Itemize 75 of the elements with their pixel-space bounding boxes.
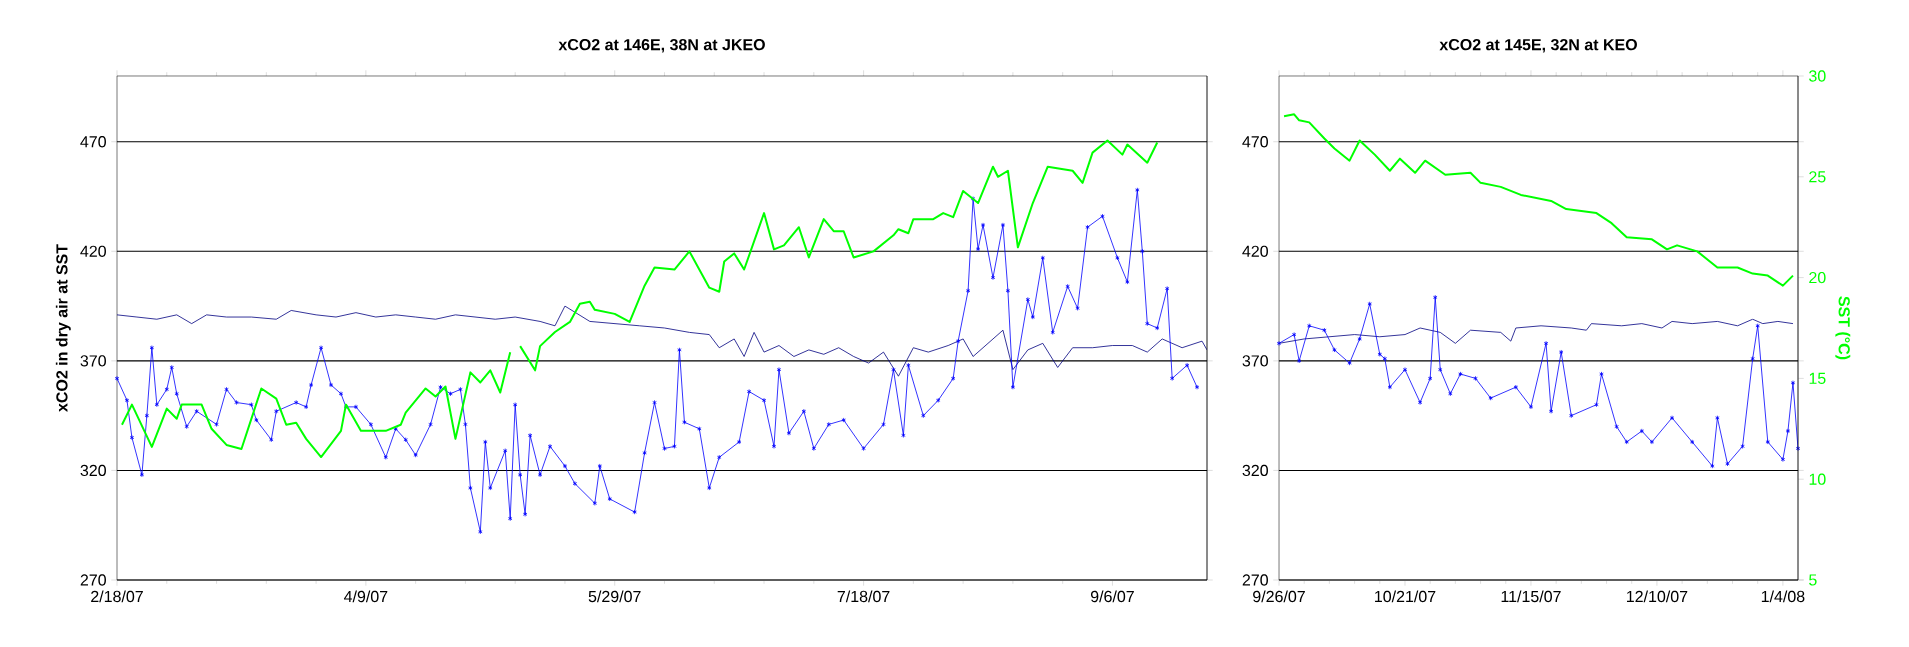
x-tick-label: 4/9/07 [344, 590, 388, 603]
point [1569, 413, 1574, 419]
y2-tick-label: 20 [1809, 271, 1826, 284]
y2-tick-label: 15 [1809, 372, 1826, 384]
point [1689, 439, 1695, 445]
point [1669, 415, 1675, 421]
y2-tick-label: 30 [1809, 70, 1826, 82]
y-tick-label: 370 [80, 355, 106, 367]
x-tick-label: 1/4/08 [1761, 590, 1805, 603]
y-tick-label: 470 [80, 136, 106, 148]
x-tick-label: 11/15/07 [1501, 590, 1561, 603]
point [1513, 384, 1519, 390]
x-tick-label: 5/29/07 [588, 590, 641, 603]
point [1488, 395, 1493, 401]
point [1599, 371, 1604, 377]
line-series [1283, 113, 1794, 287]
point [1594, 402, 1599, 408]
y-axis-title: xCO2 in dry air at SST [55, 244, 71, 412]
chart-title: xCO2 at 146E, 38N at JKEO [558, 38, 765, 53]
point [1458, 371, 1463, 377]
point [1382, 356, 1388, 362]
point [1332, 347, 1337, 353]
point [1448, 391, 1453, 397]
y-tick-label: 320 [80, 464, 106, 477]
x-tick-label: 9/6/07 [1090, 590, 1134, 603]
point [1543, 340, 1549, 346]
point [1432, 294, 1438, 300]
point [1740, 443, 1745, 449]
point [1387, 384, 1393, 390]
point [1322, 327, 1327, 333]
x-tick-label: 9/26/07 [1253, 590, 1305, 603]
point [1427, 375, 1433, 381]
point [1367, 301, 1372, 307]
point [1785, 428, 1791, 434]
point [1296, 358, 1302, 364]
point [1473, 375, 1478, 381]
point [1528, 404, 1534, 410]
y-tick-label: 270 [80, 574, 106, 586]
point [1614, 424, 1619, 430]
point [1377, 351, 1383, 357]
y2-tick-label: 25 [1809, 171, 1826, 183]
point [1725, 461, 1730, 467]
x-tick-label: 12/10/07 [1627, 590, 1688, 603]
point [1347, 360, 1352, 366]
point [1780, 456, 1786, 463]
y-tick-label: 370 [1242, 355, 1268, 367]
point [1548, 408, 1554, 414]
point [1710, 463, 1715, 469]
point [1715, 415, 1720, 421]
point [1291, 332, 1297, 338]
y-tick-label: 470 [1242, 136, 1268, 148]
x-tick-label: 2/18/07 [91, 590, 143, 603]
y-tick-label: 420 [80, 245, 106, 257]
x-tick-label: 10/21/07 [1375, 590, 1436, 603]
y2-axis-title: SST (°C) [1835, 296, 1851, 360]
point [1402, 367, 1408, 373]
chart-title: xCO2 at 145E, 32N at KEO [1439, 38, 1637, 53]
x-tick-label: 7/18/07 [837, 590, 890, 603]
point [1639, 428, 1645, 434]
point [1417, 399, 1423, 406]
point [1307, 323, 1312, 329]
y-tick-label: 320 [1242, 464, 1268, 477]
point [1755, 323, 1760, 329]
point [1750, 356, 1755, 362]
point [1624, 439, 1629, 445]
point [1790, 380, 1796, 386]
point [1357, 336, 1362, 342]
point [1765, 439, 1771, 445]
point [1558, 349, 1564, 355]
point [1649, 439, 1655, 445]
y2-tick-label: 10 [1809, 473, 1826, 485]
y2-tick-label: 5 [1809, 574, 1817, 586]
y-tick-label: 420 [1242, 245, 1268, 257]
point [1438, 367, 1443, 373]
y-tick-label: 270 [1242, 574, 1268, 586]
